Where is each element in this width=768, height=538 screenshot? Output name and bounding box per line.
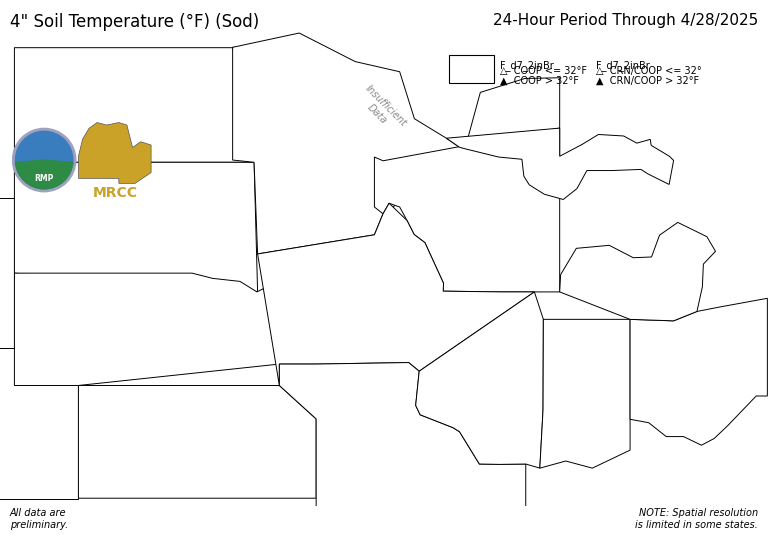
Circle shape (15, 131, 73, 189)
Text: 4" Soil Temperature (°F) (Sod): 4" Soil Temperature (°F) (Sod) (10, 13, 260, 31)
Polygon shape (0, 348, 78, 499)
Polygon shape (630, 298, 767, 445)
Polygon shape (15, 162, 257, 292)
Polygon shape (15, 273, 294, 386)
Polygon shape (78, 123, 151, 183)
Text: Insufficient
Data: Insufficient Data (355, 83, 409, 137)
Polygon shape (540, 320, 630, 468)
Text: F_d7_2inBr: F_d7_2inBr (596, 60, 650, 70)
Polygon shape (374, 128, 560, 292)
Circle shape (12, 129, 76, 192)
Polygon shape (560, 222, 716, 321)
Text: ▲  COOP > 32°F: ▲ COOP > 32°F (500, 76, 579, 86)
Text: MRCC: MRCC (92, 186, 137, 201)
Polygon shape (233, 33, 560, 254)
Text: 24-Hour Period Through 4/28/2025: 24-Hour Period Through 4/28/2025 (493, 13, 758, 29)
Wedge shape (15, 160, 73, 189)
Polygon shape (15, 47, 254, 162)
Polygon shape (280, 363, 526, 536)
Text: NOTE: Spatial resolution
is limited in some states.: NOTE: Spatial resolution is limited in s… (635, 508, 758, 530)
Text: △  COOP <= 32°F: △ COOP <= 32°F (500, 66, 587, 76)
Polygon shape (415, 292, 543, 468)
Text: ▲  CRN/COOP > 32°F: ▲ CRN/COOP > 32°F (596, 76, 699, 86)
Text: All data are
preliminary.: All data are preliminary. (10, 508, 68, 530)
Polygon shape (257, 203, 535, 386)
Polygon shape (446, 128, 674, 200)
Text: F_d7_2inBr: F_d7_2inBr (500, 60, 554, 70)
Polygon shape (78, 386, 316, 498)
Polygon shape (0, 198, 15, 348)
Text: RMP: RMP (35, 174, 54, 182)
Text: △  CRN/COOP <= 32°: △ CRN/COOP <= 32° (596, 66, 702, 76)
